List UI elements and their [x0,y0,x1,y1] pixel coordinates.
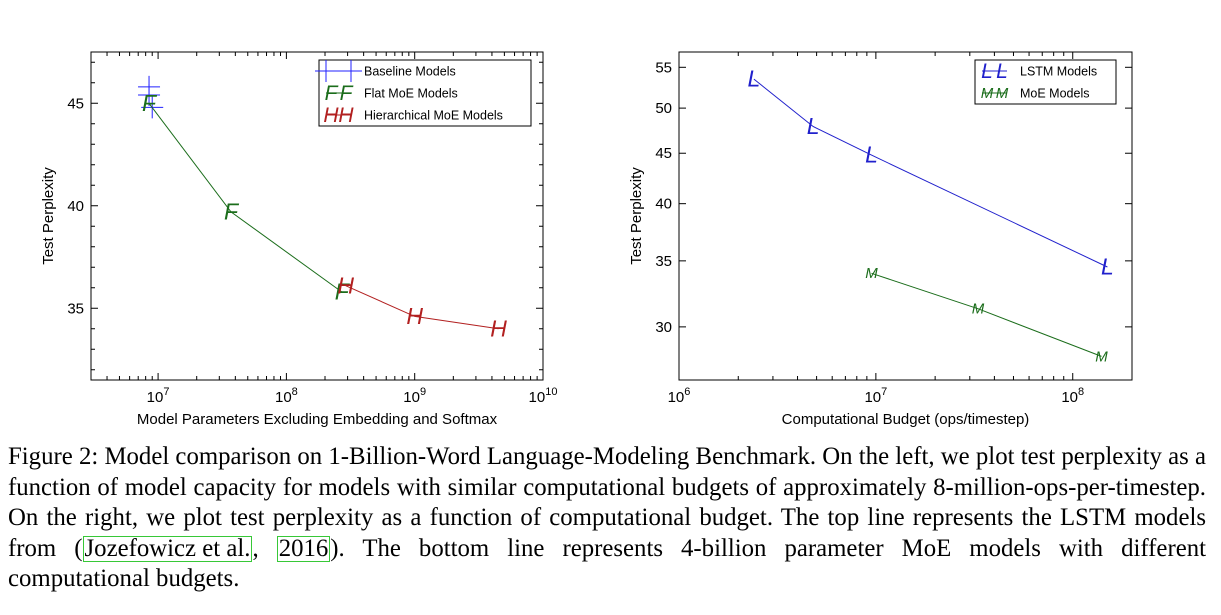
series-moe-models: M M M [865,265,1108,365]
x-tick-label-exponent: 9 [420,386,426,398]
data-point-M: M [865,265,878,282]
y-axis-label: Test Perplexity [40,167,57,265]
x-tick-label: 108 [275,386,298,406]
series-line [345,285,499,330]
data-point-M: M [972,301,985,318]
legend: L L LSTM Models M M MoE Models [974,59,1117,105]
data-point-L: L [1101,254,1114,280]
y-tick-label: 55 [655,59,672,76]
legend-label: LSTM Models [1020,65,1097,79]
legend-marker: H [323,104,339,127]
series-hierarchical-moe-models: H H H [337,272,507,341]
plot-frame [678,51,1133,381]
legend-label: Flat MoE Models [364,87,458,101]
x-tick-label-base: 10 [529,389,546,406]
legend-marker: L [996,60,1008,83]
x-tick-label-base: 10 [403,389,420,406]
legend-label: Hierarchical MoE Models [364,109,503,123]
x-tick-label: 107 [147,386,170,406]
figure-caption: Figure 2: Model comparison on 1-Billion-… [8,442,1206,595]
citation-authors-link[interactable]: Jozefowicz et al. [82,534,253,562]
y-tick-label: 35 [67,300,84,317]
x-tick-label: 106 [668,386,691,406]
x-tick-label: 109 [403,386,426,406]
y-tick-label: 40 [67,198,84,215]
data-point-L: L [747,66,760,92]
data-point-H: H [337,272,354,298]
data-point-F: F [224,198,240,224]
data-point-F: F [335,278,351,304]
plot-frame [90,51,544,381]
series-flat-moe-models: F F F [142,90,351,305]
legend-marker: F [340,82,354,105]
legend-box [974,59,1117,105]
series-line [753,78,1108,268]
y-tick-label: 50 [655,100,672,117]
x-tick-label: 1010 [529,386,558,406]
legend-entry: L L LSTM Models [981,60,1097,83]
legend-entry: Baseline Models [315,60,456,82]
legend-label: Baseline Models [364,65,456,79]
x-tick-label-base: 10 [275,389,292,406]
legend-entry: F F Flat MoE Models [325,82,458,105]
x-tick-label-exponent: 6 [684,386,690,398]
legend-marker: M [981,85,994,102]
x-tick-label-base: 10 [864,389,881,406]
citation-year-link[interactable]: 2016 [276,534,331,562]
x-tick-label: 108 [1061,386,1084,406]
legend-marker: M [996,85,1009,102]
x-tick-label-exponent: 8 [1078,386,1084,398]
data-point-M: M [1095,348,1108,365]
data-point-H: H [406,303,423,329]
citation-separator: , [252,534,277,562]
x-axis-label: Model Parameters Excluding Embedding and… [137,411,498,428]
x-tick-label-exponent: 7 [881,386,887,398]
legend-entry: M M MoE Models [981,85,1090,102]
legend-marker: L [981,60,993,83]
y-tick-label: 35 [655,253,672,270]
series-lstm-models: L L L L [747,66,1113,280]
legend-marker: H [338,104,354,127]
series-line [148,102,342,293]
legend: Baseline Models F F Flat MoE Models H H Hierar… [315,59,532,127]
y-tick-label: 40 [655,196,672,213]
y-axis-label: Test Perplexity [628,167,645,265]
data-point-L: L [807,113,820,139]
y-tick-label: 45 [655,145,672,162]
data-point-F: F [142,90,158,116]
x-tick-label: 107 [864,386,887,406]
y-tick-label: 45 [67,95,84,112]
x-tick-label-base: 10 [668,389,685,406]
legend-label: MoE Models [1020,87,1089,101]
y-tick-label: 30 [655,319,672,336]
legend-entry: H H Hierarchical MoE Models [323,104,503,127]
caption-text-part2: ). The bottom line represents 4-billion … [8,534,1206,593]
x-axis-label: Computational Budget (ops/timestep) [782,411,1030,428]
x-tick-label-exponent: 7 [163,386,169,398]
series-line [871,272,1102,357]
data-point-L: L [865,142,878,168]
legend-marker: F [325,82,339,105]
x-tick-label-exponent: 8 [292,386,298,398]
caption-text-part1: Figure 2: Model comparison on 1-Billion-… [8,443,1206,562]
x-tick-label-base: 10 [147,389,164,406]
data-point-H: H [490,315,507,341]
x-tick-label-exponent: 10 [545,386,557,398]
x-tick-label-base: 10 [1061,389,1078,406]
